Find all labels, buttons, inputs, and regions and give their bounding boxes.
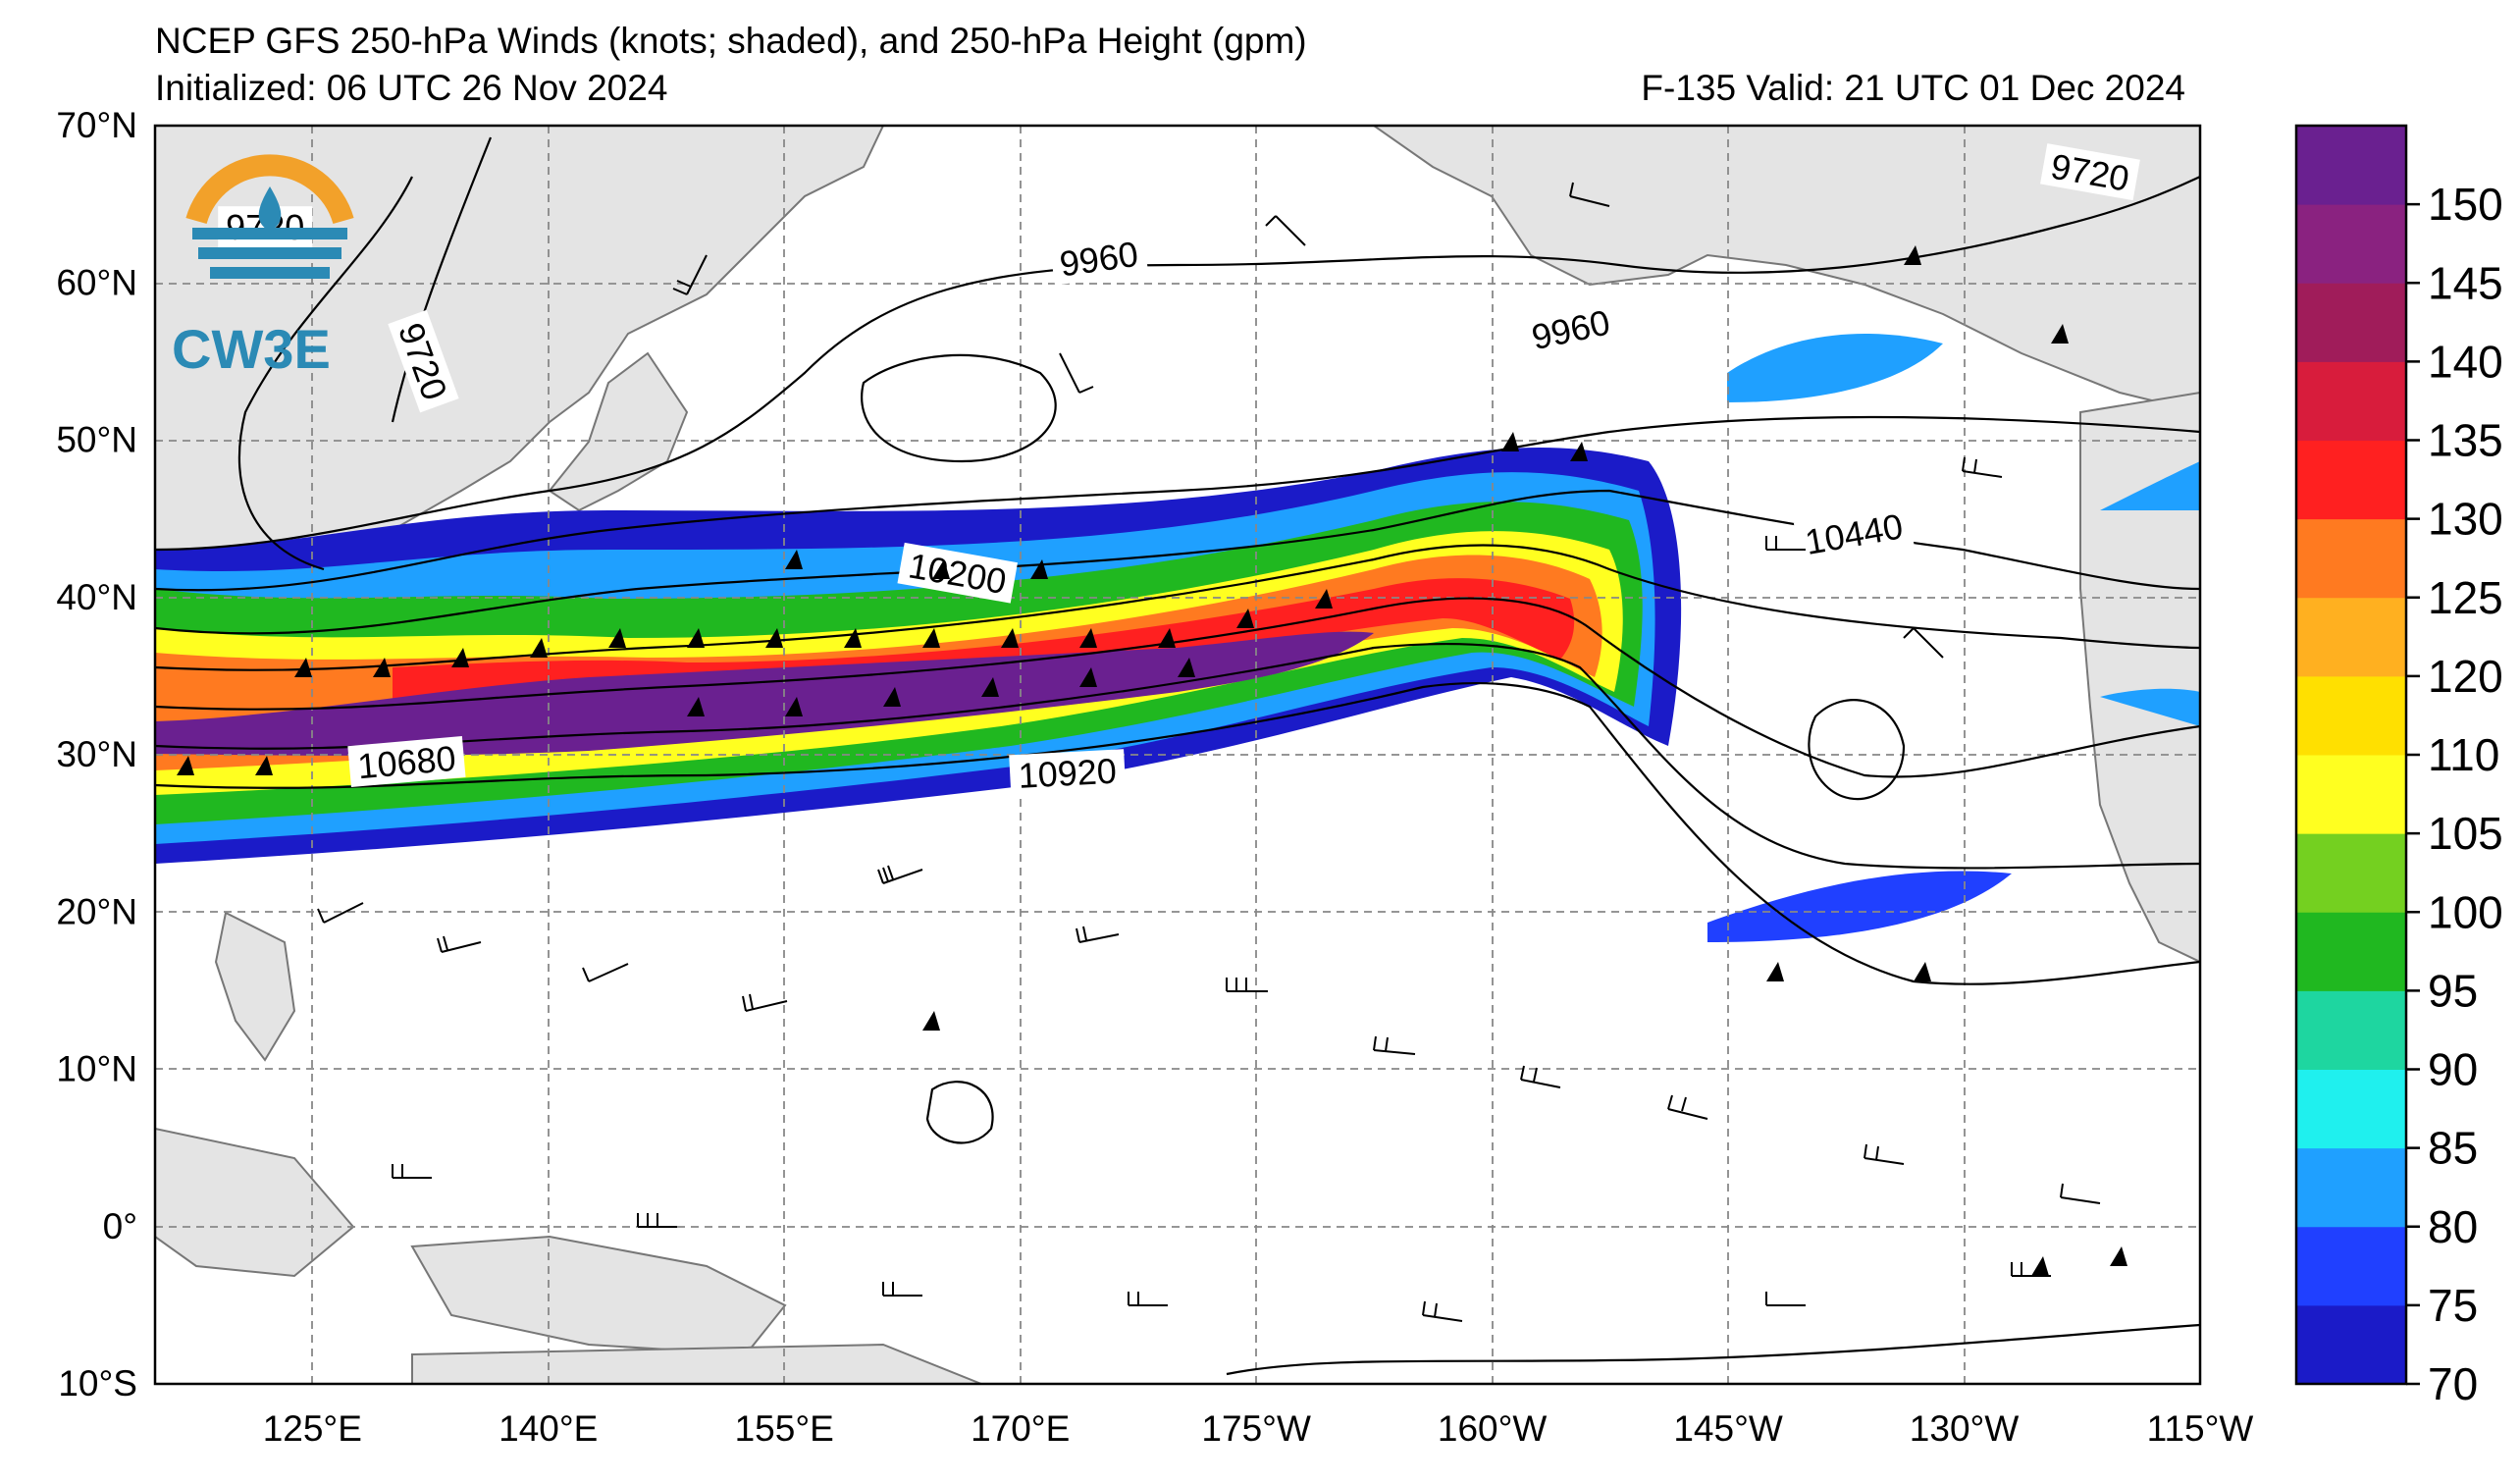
lon-label: 140°E — [499, 1408, 598, 1449]
colorbar-swatch — [2296, 1304, 2406, 1385]
colorbar-swatch — [2296, 990, 2406, 1070]
colorbar-tick-label: 70 — [2428, 1358, 2478, 1409]
lat-label: 10°N — [56, 1049, 137, 1089]
colorbar-tick-label: 75 — [2428, 1280, 2478, 1331]
colorbar-swatch — [2296, 283, 2406, 362]
lon-label: 175°W — [1201, 1408, 1311, 1449]
lon-label: 115°W — [2147, 1408, 2254, 1449]
land-maritime — [155, 1127, 355, 1278]
colorbar-swatch — [2296, 1226, 2406, 1306]
contour-label: 10920 — [1009, 749, 1127, 797]
colorbar-swatch — [2296, 204, 2406, 284]
colorbar: 70 75 80 85 90 95 100 105 110 120 125 130 135 140 145 1… — [2294, 124, 2503, 1409]
lat-label: 10°S — [58, 1363, 137, 1404]
colorbar-tick-label: 105 — [2428, 808, 2503, 859]
land-japan — [548, 351, 689, 512]
wind-barbs — [317, 182, 2101, 1322]
colorbar-tick-label: 100 — [2428, 886, 2503, 937]
lat-label: 30°N — [56, 734, 137, 774]
graticule — [155, 126, 2200, 1384]
colorbar-swatch — [2296, 597, 2406, 677]
logo-wave-3 — [210, 267, 330, 279]
wind-speed-shading — [155, 334, 2200, 942]
colorbar-tick-label: 150 — [2428, 179, 2503, 230]
colorbar-swatch — [2296, 1147, 2406, 1228]
lon-label: 130°W — [1910, 1408, 2020, 1449]
height-contours — [155, 136, 2200, 1376]
contour-label: 10440 — [1793, 503, 1915, 564]
colorbar-swatch — [2296, 361, 2406, 441]
longitude-labels: 125°E 140°E 155°E 170°E 175°W 160°W 145°W 130°W… — [263, 1408, 2254, 1449]
colorbar-tick-label: 120 — [2428, 651, 2503, 702]
lat-label: 50°N — [56, 420, 137, 460]
lat-label: 0° — [103, 1206, 137, 1246]
jet-subtropical — [1707, 871, 2012, 942]
lat-label: 60°N — [56, 262, 137, 302]
colorbar-tick-label: 130 — [2428, 494, 2503, 545]
contour-label: 10680 — [347, 735, 466, 788]
colorbar-tick-label: 110 — [2428, 729, 2499, 780]
colorbar-swatch — [2296, 675, 2406, 756]
lat-label: 40°N — [56, 577, 137, 617]
colorbar-swatch — [2296, 833, 2406, 913]
colorbar-tick-label: 140 — [2428, 336, 2503, 387]
plot-frame — [153, 124, 2202, 1386]
colorbar-tick-label: 90 — [2428, 1044, 2478, 1095]
valid-time: F-135 Valid: 21 UTC 01 Dec 2024 — [1641, 68, 2185, 108]
lon-label: 125°E — [263, 1408, 362, 1449]
colorbar-tick-label: 135 — [2428, 415, 2503, 466]
map-title: NCEP GFS 250-hPa Winds (knots; shaded), … — [155, 21, 1307, 61]
jet-ca — [2100, 688, 2200, 726]
contour-label: 9960 — [1049, 231, 1149, 286]
wind-barb-flags — [177, 245, 2127, 1276]
water-drop-icon — [258, 186, 282, 232]
land-north-america — [2079, 391, 2200, 964]
colorbar-swatch — [2296, 755, 2406, 834]
cw3e-logo: CW3E — [172, 154, 354, 380]
logo-wave-1 — [192, 228, 347, 239]
colorbar-tick-label: 145 — [2428, 257, 2503, 308]
colorbar-swatch — [2296, 440, 2406, 520]
lon-label: 170°E — [971, 1408, 1070, 1449]
logo-text: CW3E — [172, 318, 331, 380]
lon-label: 145°W — [1673, 1408, 1783, 1449]
initialized-time: Initialized: 06 UTC 26 Nov 2024 — [155, 68, 668, 108]
colorbar-swatch — [2296, 126, 2406, 205]
jet-alaska — [1727, 334, 1943, 402]
lon-label: 160°W — [1438, 1408, 1548, 1449]
colorbar-swatch — [2296, 1069, 2406, 1149]
lat-label: 70°N — [56, 105, 137, 145]
jet-west-coast — [2100, 461, 2200, 510]
latitude-labels: 70°N 60°N 50°N 40°N 30°N 20°N 10°N 0° 10°S — [56, 105, 137, 1404]
colorbar-swatch — [2296, 518, 2406, 599]
lat-label: 20°N — [56, 891, 137, 931]
contour-label-text: 10680 — [356, 738, 457, 787]
logo-wave-2 — [198, 247, 341, 259]
colorbar-tick-label: 80 — [2428, 1201, 2478, 1252]
colorbar-tick-label: 95 — [2428, 965, 2478, 1016]
lon-label: 155°E — [735, 1408, 834, 1449]
colorbar-swatch — [2296, 912, 2406, 991]
height-contour-labels: 9720972097209960996010200104401068010920 — [218, 143, 2140, 797]
colorbar-tick-label: 125 — [2428, 572, 2503, 623]
land-new-guinea — [410, 1235, 787, 1356]
jet-150kt — [155, 631, 1374, 756]
land-australia — [411, 1343, 982, 1384]
land-philippines — [214, 911, 296, 1062]
colorbar-tick-label: 85 — [2428, 1123, 2478, 1174]
contour-label-text: 10920 — [1018, 751, 1118, 796]
